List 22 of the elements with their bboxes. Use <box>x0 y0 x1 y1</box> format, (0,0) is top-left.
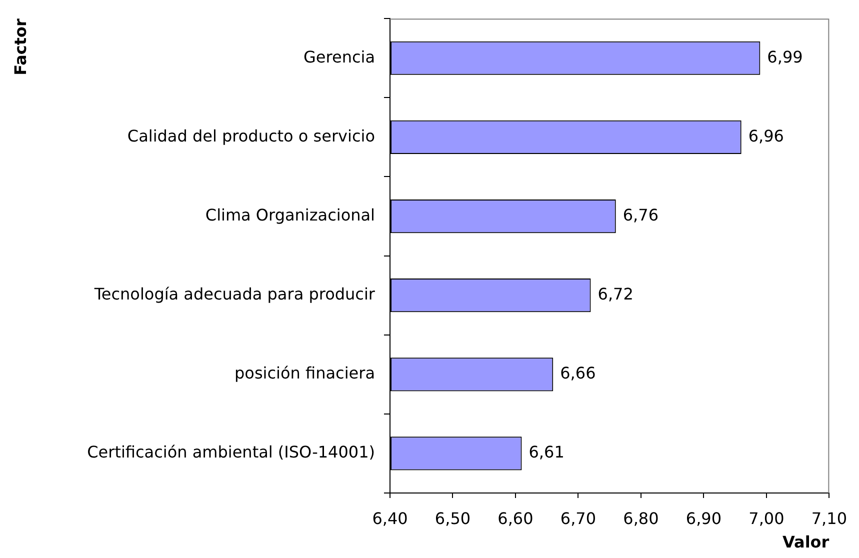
x-tick-label: 7,10 <box>811 508 847 528</box>
x-axis-title: Valor <box>782 532 830 552</box>
x-tick-label: 6,90 <box>686 508 722 528</box>
data-label: 6,61 <box>528 442 564 462</box>
data-label: 6,96 <box>748 126 784 146</box>
data-label: 6,72 <box>598 284 634 304</box>
y-tick-label: Tecnología adecuada para producir <box>93 284 376 304</box>
y-tick-label: posición finaciera <box>234 364 375 383</box>
y-tick-label: Calidad del producto o servicio <box>127 126 375 146</box>
x-tick-label: 7,00 <box>748 508 784 528</box>
y-tick-label: Certificación ambiental (ISO-14001) <box>87 442 375 462</box>
x-tick-label: 6,40 <box>372 508 408 528</box>
x-tick-label: 6,80 <box>623 508 659 528</box>
data-label: 6,99 <box>767 47 803 66</box>
data-label: 6,76 <box>622 205 658 224</box>
x-tick-label: 6,50 <box>434 508 471 528</box>
x-tick-label: 6,60 <box>498 508 534 528</box>
data-label: 6,66 <box>560 364 596 383</box>
y-axis-title: Factor <box>10 18 30 76</box>
x-tick-label: 6,70 <box>560 508 596 528</box>
y-tick-label: Clima Organizacional <box>205 205 375 224</box>
y-tick-label: Gerencia <box>304 47 375 66</box>
